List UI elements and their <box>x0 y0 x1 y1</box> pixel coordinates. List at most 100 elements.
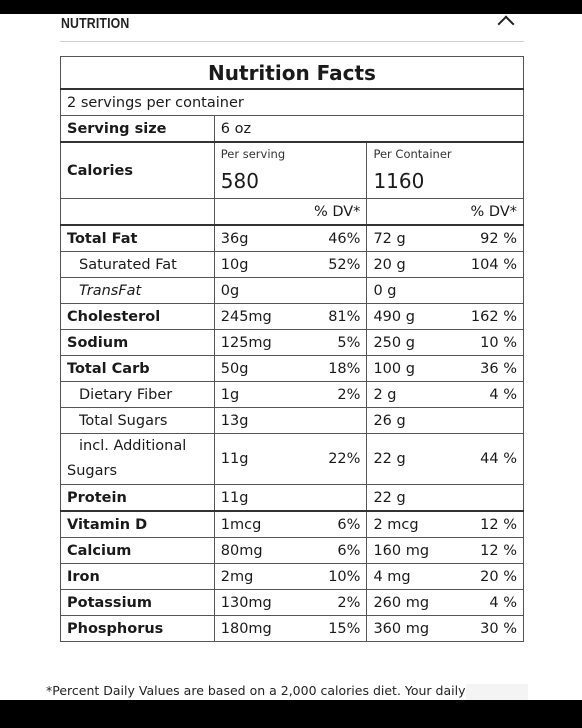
container-dv: 104 % <box>470 256 517 273</box>
nutrient-label: TransFat <box>60 277 215 304</box>
serving-cell: 2mg 10% <box>213 563 368 590</box>
container-dv: 4 % <box>489 386 517 403</box>
container-cell: 72 g 92 % <box>366 224 524 252</box>
serving-amount: 130mg <box>220 594 272 611</box>
nutrient-row: Total Sugars 13g 26 g <box>60 407 524 434</box>
serving-amount: 11g <box>220 450 249 467</box>
nutrition-section-header[interactable]: NUTRITION <box>60 14 524 42</box>
container-dv: 30 % <box>480 620 517 637</box>
bottom-bar <box>0 700 582 728</box>
serving-amount: 1g <box>220 386 240 403</box>
per-serving-value: 580 <box>220 168 259 193</box>
container-cell: 2 mcg 12 % <box>366 510 524 538</box>
per-serving-label: Per serving <box>220 146 286 161</box>
container-amount: 250 g <box>373 334 415 351</box>
serving-amount: 80mg <box>220 542 263 559</box>
serving-dv: 6% <box>337 516 361 533</box>
container-dv: 20 % <box>480 568 517 585</box>
serving-cell: 1g 2% <box>213 381 368 408</box>
container-amount: 360 mg <box>373 620 430 637</box>
container-dv: 92 % <box>480 230 517 247</box>
container-cell: 26 g <box>366 407 524 434</box>
container-cell: 100 g 36 % <box>366 355 524 382</box>
serving-cell: 1mcg 6% <box>213 510 368 538</box>
container-dv: 4 % <box>489 594 517 611</box>
container-cell: 260 mg 4 % <box>366 589 524 616</box>
nutrient-row: TransFat 0g 0 g <box>60 277 524 304</box>
container-cell: 22 g <box>366 484 524 512</box>
container-amount: 2 g <box>373 386 397 403</box>
serving-cell: 0g <box>213 277 368 304</box>
container-dv: 44 % <box>480 450 517 467</box>
serving-cell: 36g 46% <box>213 224 368 252</box>
serving-dv: 2% <box>337 386 361 403</box>
calories-label: Calories <box>60 141 215 199</box>
container-dv: 10 % <box>480 334 517 351</box>
serving-dv: 81% <box>328 308 361 325</box>
container-dv: 12 % <box>480 516 517 533</box>
nutrient-label: Total Sugars <box>60 407 215 434</box>
dv-header-container: % DV* <box>366 198 524 226</box>
container-amount: 260 mg <box>373 594 430 611</box>
container-cell: 250 g 10 % <box>366 329 524 356</box>
serving-amount: 50g <box>220 360 249 377</box>
nutrient-row: Dietary Fiber 1g 2% 2 g 4 % <box>60 381 524 408</box>
container-dv: 12 % <box>480 542 517 559</box>
serving-cell: 245mg 81% <box>213 303 368 330</box>
container-amount: 4 mg <box>373 568 411 585</box>
nutrient-row: Cholesterol 245mg 81% 490 g 162 % <box>60 303 524 330</box>
dv-header-blank <box>60 198 215 226</box>
nutrient-row: Iron 2mg 10% 4 mg 20 % <box>60 563 524 590</box>
serving-amount: 0g <box>220 282 240 299</box>
nutrient-row: Phosphorus 180mg 15% 360 mg 30 % <box>60 615 524 642</box>
nutrient-label: Vitamin D <box>60 510 215 538</box>
chevron-up-icon[interactable] <box>497 15 515 33</box>
nutrient-row: Sodium 125mg 5% 250 g 10 % <box>60 329 524 356</box>
serving-amount: 11g <box>220 489 249 506</box>
nutrient-row: Protein 11g 22 g <box>60 484 524 512</box>
nutrient-label: Total Carb <box>60 355 215 382</box>
container-amount: 72 g <box>373 230 406 247</box>
serving-size-label: Serving size <box>60 115 215 143</box>
nutrient-label: incl. Additional Sugars <box>60 433 215 485</box>
nutrient-row: Calcium 80mg 6% 160 mg 12 % <box>60 537 524 564</box>
container-amount: 100 g <box>373 360 415 377</box>
calories-per-serving: Per serving 580 <box>213 141 368 199</box>
nutrient-label: Sodium <box>60 329 215 356</box>
serving-dv: 52% <box>328 256 361 273</box>
serving-dv: 5% <box>337 334 361 351</box>
serving-amount: 125mg <box>220 334 272 351</box>
nutrient-row: Total Carb 50g 18% 100 g 36 % <box>60 355 524 382</box>
nutrient-label: Cholesterol <box>60 303 215 330</box>
serving-cell: 80mg 6% <box>213 537 368 564</box>
nutrient-label: Dietary Fiber <box>60 381 215 408</box>
nutrient-row: Potassium 130mg 2% 260 mg 4 % <box>60 589 524 616</box>
dv-header-serving: % DV* <box>213 198 368 226</box>
container-cell: 490 g 162 % <box>366 303 524 330</box>
container-dv: 36 % <box>480 360 517 377</box>
container-amount: 26 g <box>373 412 406 429</box>
serving-cell: 11g 22% <box>213 433 368 485</box>
container-amount: 2 mcg <box>373 516 419 533</box>
serving-dv: 10% <box>328 568 361 585</box>
serving-amount: 1mcg <box>220 516 262 533</box>
container-amount: 490 g <box>373 308 415 325</box>
container-dv: 162 % <box>470 308 517 325</box>
serving-amount: 10g <box>220 256 249 273</box>
container-amount: 160 mg <box>373 542 430 559</box>
serving-amount: 36g <box>220 230 249 247</box>
serving-cell: 180mg 15% <box>213 615 368 642</box>
container-cell: 2 g 4 % <box>366 381 524 408</box>
serving-amount: 2mg <box>220 568 254 585</box>
per-container-value: 1160 <box>373 168 425 193</box>
nutrient-label: Protein <box>60 484 215 512</box>
container-cell: 22 g 44 % <box>366 433 524 485</box>
serving-amount: 180mg <box>220 620 272 637</box>
serving-dv: 15% <box>328 620 361 637</box>
nutrient-label: Saturated Fat <box>60 251 215 278</box>
serving-cell: 11g <box>213 484 368 512</box>
serving-cell: 13g <box>213 407 368 434</box>
container-amount: 22 g <box>373 450 406 467</box>
per-container-label: Per Container <box>373 146 452 161</box>
top-bar <box>0 0 582 14</box>
